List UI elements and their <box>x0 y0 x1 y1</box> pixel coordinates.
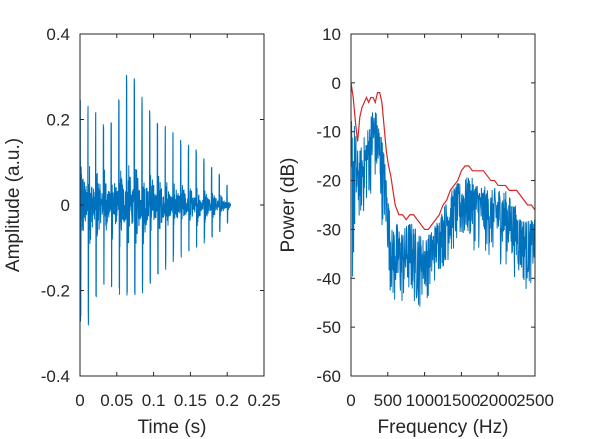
right-y-ticks: -60 -50 -40 -30 -20 -10 0 10 <box>316 25 535 386</box>
spectrum-line <box>351 112 535 307</box>
right-x-tick-label: 0 <box>346 391 355 410</box>
right-y-tick-label: 10 <box>322 25 341 44</box>
right-y-tick-label: -30 <box>316 220 341 239</box>
spectrum-series <box>351 82 535 307</box>
right-y-tick-label: -40 <box>316 269 341 288</box>
left-y-tick-label: 0.2 <box>46 111 70 130</box>
waveform-line <box>80 74 232 326</box>
left-y-axis-label: Amplitude (a.u.) <box>3 138 24 272</box>
time-domain-plot: -0.4 -0.2 0 0.2 0.4 0 0.05 0.1 0.15 0.2 0.25 Time… <box>3 25 281 438</box>
left-y-tick-label: -0.2 <box>41 282 70 301</box>
left-y-ticks: -0.4 -0.2 0 0.2 0.4 <box>41 25 264 386</box>
left-x-tick-label: 0 <box>75 391 84 410</box>
right-x-tick-label: 500 <box>374 391 402 410</box>
left-x-tick-label: 0.2 <box>215 391 239 410</box>
right-axes-box <box>350 33 536 377</box>
right-y-tick-label: -10 <box>316 123 341 142</box>
right-y-tick-label: -50 <box>316 318 341 337</box>
right-y-tick-label: -20 <box>316 172 341 191</box>
right-x-tick-label: 2500 <box>516 391 554 410</box>
spectrum-plot: -60 -50 -40 -30 -20 -10 0 10 0 500 10001500200025… <box>278 25 554 438</box>
right-x-tick-label: 2000 <box>479 391 517 410</box>
right-y-axis-label: Power (dB) <box>278 157 299 252</box>
left-y-tick-label: 0 <box>61 196 70 215</box>
left-y-tick-label: -0.4 <box>41 367 70 386</box>
spectral-envelope-line <box>351 82 535 231</box>
left-x-tick-label: 0.15 <box>174 391 207 410</box>
right-y-tick-label: 0 <box>332 74 341 93</box>
left-x-tick-label: 0.25 <box>247 391 280 410</box>
right-x-tick-label: 1500 <box>442 391 480 410</box>
left-x-tick-label: 0.05 <box>100 391 133 410</box>
right-x-tick-label: 1000 <box>406 391 444 410</box>
waveform-series <box>80 74 232 326</box>
left-y-tick-label: 0.4 <box>46 25 70 44</box>
right-x-axis-label: Frequency (Hz) <box>378 417 509 438</box>
left-x-ticks: 0 0.05 0.1 0.15 0.2 0.25 <box>75 34 281 410</box>
right-y-tick-label: -60 <box>316 367 341 386</box>
left-x-axis-label: Time (s) <box>138 417 207 438</box>
left-x-tick-label: 0.1 <box>142 391 166 410</box>
